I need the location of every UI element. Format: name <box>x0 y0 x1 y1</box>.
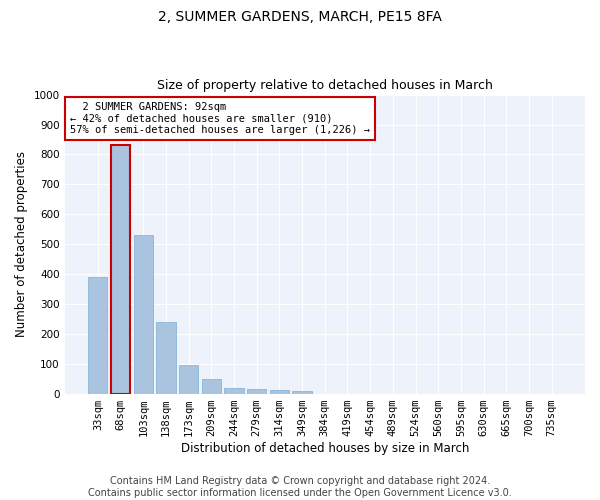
Text: Contains HM Land Registry data © Crown copyright and database right 2024.
Contai: Contains HM Land Registry data © Crown c… <box>88 476 512 498</box>
Bar <box>247 389 266 394</box>
X-axis label: Distribution of detached houses by size in March: Distribution of detached houses by size … <box>181 442 469 455</box>
Text: 2 SUMMER GARDENS: 92sqm
← 42% of detached houses are smaller (910)
57% of semi-d: 2 SUMMER GARDENS: 92sqm ← 42% of detache… <box>70 102 370 135</box>
Bar <box>202 378 221 394</box>
Bar <box>111 146 130 394</box>
Bar <box>156 322 176 394</box>
Y-axis label: Number of detached properties: Number of detached properties <box>15 152 28 338</box>
Title: Size of property relative to detached houses in March: Size of property relative to detached ho… <box>157 79 493 92</box>
Text: 2, SUMMER GARDENS, MARCH, PE15 8FA: 2, SUMMER GARDENS, MARCH, PE15 8FA <box>158 10 442 24</box>
Bar <box>224 388 244 394</box>
Bar <box>88 278 107 394</box>
Bar <box>292 391 312 394</box>
Bar <box>270 390 289 394</box>
Bar <box>179 365 198 394</box>
Bar <box>134 236 153 394</box>
